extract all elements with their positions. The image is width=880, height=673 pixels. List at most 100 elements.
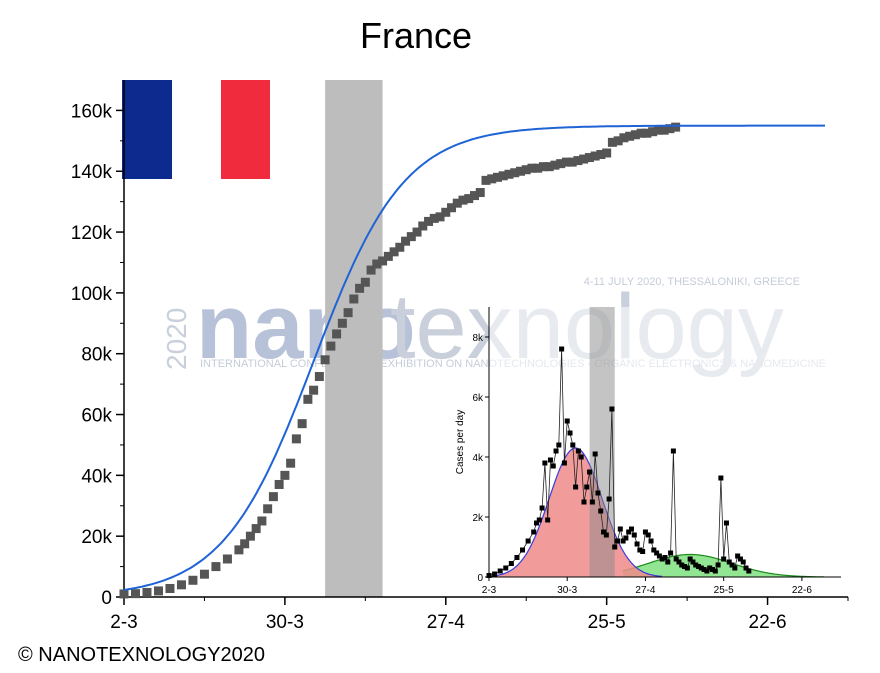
cumulative-point xyxy=(130,589,140,599)
daily-cases-point xyxy=(587,469,593,475)
logistic-fit-path xyxy=(123,124,825,591)
daily-cases-point xyxy=(698,565,704,571)
inset-daily-markers xyxy=(486,346,752,578)
cumulative-point xyxy=(659,125,669,135)
daily-cases-point xyxy=(707,565,713,571)
cumulative-point xyxy=(119,589,129,599)
cumulative-point xyxy=(458,195,468,205)
cumulative-point xyxy=(521,165,531,175)
first-wave-fill xyxy=(489,448,663,577)
daily-cases-point xyxy=(668,550,674,556)
second-wave-fill xyxy=(623,554,825,577)
daily-cases-point xyxy=(740,559,746,565)
cumulative-point xyxy=(533,163,543,173)
daily-cases-point xyxy=(556,442,562,448)
daily-cases-point xyxy=(525,538,531,544)
cumulative-point xyxy=(619,133,629,143)
daily-cases-point xyxy=(547,457,553,463)
cumulative-point xyxy=(504,169,514,179)
cumulative-point xyxy=(412,227,422,237)
daily-cases-point xyxy=(573,484,579,490)
daily-cases-point xyxy=(726,559,732,565)
daily-cases-point xyxy=(601,529,607,535)
cumulative-point xyxy=(222,554,232,564)
inset-tick-labels: 0 2k 4k 6k 8k 2-3 30-3 27-4 25-5 22-6 Cases per da… xyxy=(455,333,812,596)
cumulative-point xyxy=(441,207,451,217)
cumulative-point xyxy=(653,125,663,135)
daily-cases-point xyxy=(715,562,721,568)
daily-cases-point xyxy=(612,544,618,550)
flag-blue-stripe xyxy=(122,80,172,179)
daily-cases-point xyxy=(662,555,668,560)
daily-cases-point xyxy=(693,562,699,568)
cumulative-point xyxy=(349,294,359,304)
main-y-tick-label: 20k xyxy=(81,527,112,548)
main-y-tick-label: 120k xyxy=(71,223,113,244)
daily-cases-point xyxy=(631,532,637,538)
cumulative-point xyxy=(153,586,163,596)
cumulative-point xyxy=(176,580,186,590)
daily-cases-point xyxy=(589,499,595,505)
cumulative-point xyxy=(263,504,273,514)
main-x-tick-label: 30-3 xyxy=(266,612,304,633)
daily-cases-point xyxy=(497,568,503,574)
daily-cases-point xyxy=(584,484,590,490)
inset-x-tick-label: 27-4 xyxy=(635,585,655,596)
flag-red-stripe xyxy=(221,80,270,179)
cumulative-point xyxy=(291,434,301,444)
daily-cases-point xyxy=(550,463,556,469)
main-y-tick-label: 60k xyxy=(81,406,112,427)
cumulative-point xyxy=(165,583,175,593)
logistic-fit-curve xyxy=(123,124,825,591)
inset-y-tick-label: 0 xyxy=(477,573,483,584)
inset-x-tick-label: 2-3 xyxy=(482,585,497,596)
cumulative-point xyxy=(447,203,457,213)
daily-cases-point xyxy=(626,529,632,535)
cumulative-point xyxy=(492,172,502,182)
daily-cases-point xyxy=(615,538,621,544)
cumulative-point xyxy=(372,259,382,269)
daily-cases-point xyxy=(514,555,520,560)
daily-cases-point xyxy=(508,561,514,566)
daily-cases-point xyxy=(645,532,651,538)
cumulative-point xyxy=(280,470,290,480)
daily-cases-point xyxy=(743,565,749,571)
cumulative-point xyxy=(337,318,347,328)
daily-cases-point xyxy=(578,454,584,460)
main-x-tick-label: 22-6 xyxy=(749,612,787,633)
cumulative-point xyxy=(188,575,198,585)
cumulative-point xyxy=(556,159,566,169)
first-wave-fill-outline xyxy=(488,447,663,577)
cumulative-point xyxy=(360,277,370,287)
cumulative-point xyxy=(625,131,635,141)
cumulative-point xyxy=(579,154,589,164)
daily-cases-point xyxy=(623,535,629,541)
main-axes xyxy=(116,80,849,605)
watermark-year: 2020 xyxy=(161,308,192,370)
daily-cases-point xyxy=(595,490,601,496)
cumulative-point xyxy=(332,329,342,339)
daily-cases-point xyxy=(564,418,570,424)
cumulative-point xyxy=(602,148,612,158)
daily-cases-point xyxy=(665,559,671,565)
cumulative-point xyxy=(303,394,313,404)
cumulative-point xyxy=(487,174,497,184)
daily-cases-point xyxy=(746,568,752,574)
cumulative-point xyxy=(550,160,560,170)
inset-y-tick-label: 6k xyxy=(472,393,484,404)
daily-cases-point xyxy=(539,505,545,511)
cumulative-point xyxy=(470,191,480,201)
daily-cases-point xyxy=(676,559,682,565)
daily-cases-point xyxy=(545,517,551,523)
daily-cases-point xyxy=(531,529,537,535)
daily-cases-point xyxy=(606,496,612,502)
main-y-tick-label: 80k xyxy=(81,345,112,366)
cumulative-point xyxy=(607,137,617,147)
cumulative-point xyxy=(613,136,623,146)
cumulative-point xyxy=(573,156,583,166)
cumulative-point xyxy=(544,162,554,172)
daily-cases-point xyxy=(533,520,539,526)
cumulative-point xyxy=(648,127,658,137)
cumulative-point xyxy=(510,168,520,178)
daily-cases-point xyxy=(729,562,735,568)
